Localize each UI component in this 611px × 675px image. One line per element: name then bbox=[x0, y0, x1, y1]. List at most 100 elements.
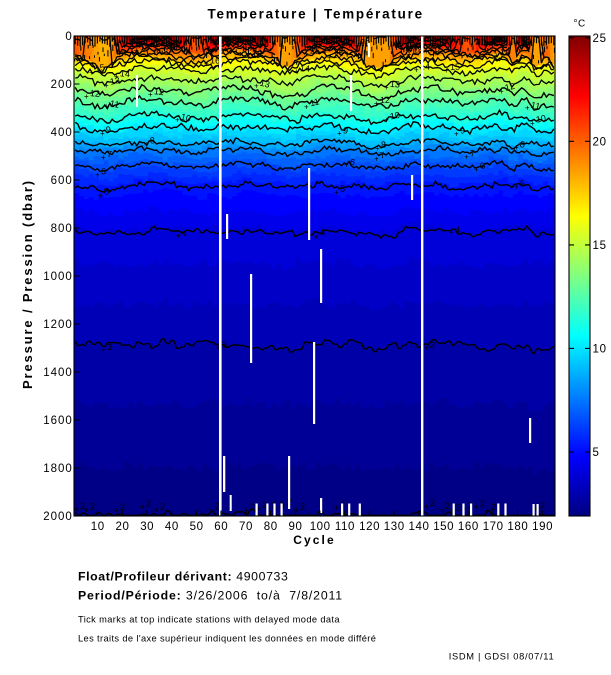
svg-text:8: 8 bbox=[519, 139, 526, 150]
svg-text:+: + bbox=[439, 505, 444, 514]
svg-text:120: 120 bbox=[359, 521, 380, 533]
svg-text:22: 22 bbox=[154, 36, 165, 47]
svg-text:4: 4 bbox=[181, 227, 188, 238]
svg-text:15: 15 bbox=[94, 62, 106, 74]
svg-text:14: 14 bbox=[420, 61, 430, 71]
svg-text:3: 3 bbox=[106, 342, 112, 353]
svg-text:5: 5 bbox=[340, 184, 345, 194]
svg-text:100: 100 bbox=[310, 521, 331, 533]
svg-text:5: 5 bbox=[593, 447, 600, 459]
svg-text:+: + bbox=[114, 506, 119, 515]
svg-text:+: + bbox=[454, 130, 459, 139]
svg-text:+: + bbox=[337, 129, 342, 138]
svg-text:11: 11 bbox=[309, 96, 320, 108]
svg-text:2: 2 bbox=[250, 502, 255, 512]
svg-text:+: + bbox=[334, 188, 339, 197]
svg-text:10: 10 bbox=[593, 344, 607, 356]
svg-text:13: 13 bbox=[390, 79, 401, 90]
svg-text:2: 2 bbox=[120, 502, 125, 512]
svg-text:+: + bbox=[374, 99, 379, 108]
svg-text:7: 7 bbox=[379, 150, 386, 161]
svg-text:13: 13 bbox=[259, 78, 271, 90]
svg-text:+: + bbox=[514, 183, 519, 192]
svg-text:+: + bbox=[424, 502, 429, 511]
svg-text:9: 9 bbox=[342, 125, 348, 136]
svg-text:50: 50 bbox=[190, 521, 204, 533]
svg-text:+: + bbox=[216, 344, 221, 353]
svg-text:20: 20 bbox=[593, 137, 607, 149]
svg-text:15: 15 bbox=[450, 62, 460, 72]
svg-text:110: 110 bbox=[335, 521, 355, 533]
svg-text:+: + bbox=[144, 140, 149, 149]
svg-text:10: 10 bbox=[535, 113, 547, 125]
svg-text:+: + bbox=[95, 170, 100, 179]
svg-text:+: + bbox=[474, 166, 479, 175]
svg-text:90: 90 bbox=[289, 521, 303, 533]
svg-text:800: 800 bbox=[51, 223, 73, 235]
svg-text:+: + bbox=[140, 503, 145, 512]
svg-text:Float/Profileur dérivant: 4900: Float/Profileur dérivant: 4900733 bbox=[78, 569, 288, 583]
svg-text:+: + bbox=[98, 191, 103, 200]
svg-text:1600: 1600 bbox=[43, 415, 73, 427]
svg-text:2: 2 bbox=[90, 502, 95, 512]
svg-text:200: 200 bbox=[51, 79, 73, 91]
svg-text:+: + bbox=[304, 50, 309, 59]
svg-text:11: 11 bbox=[109, 98, 120, 110]
svg-text:+: + bbox=[424, 344, 429, 353]
svg-text:60: 60 bbox=[214, 521, 228, 533]
svg-text:21: 21 bbox=[475, 37, 486, 48]
svg-text:40: 40 bbox=[165, 521, 179, 533]
svg-text:23: 23 bbox=[519, 34, 530, 45]
svg-text:+: + bbox=[162, 45, 167, 54]
svg-text:7: 7 bbox=[470, 148, 476, 158]
svg-text:2: 2 bbox=[262, 500, 267, 510]
svg-text:5: 5 bbox=[520, 179, 525, 189]
svg-text:2: 2 bbox=[80, 501, 85, 511]
svg-text:400: 400 bbox=[51, 127, 73, 139]
svg-text:18: 18 bbox=[500, 47, 511, 58]
svg-text:4: 4 bbox=[319, 227, 326, 238]
svg-text:20: 20 bbox=[359, 37, 370, 48]
svg-text:+: + bbox=[281, 501, 286, 510]
svg-text:Period/Période: 3/26/2006 to/: Period/Période: 3/26/2006 to/à 7/8/2011 bbox=[78, 589, 343, 603]
svg-text:+: + bbox=[84, 506, 89, 515]
svg-text:+: + bbox=[154, 506, 159, 515]
svg-text:2: 2 bbox=[146, 499, 151, 509]
svg-text:+: + bbox=[514, 40, 519, 49]
svg-text:+: + bbox=[354, 41, 359, 50]
svg-text:8: 8 bbox=[381, 140, 387, 150]
svg-text:70: 70 bbox=[239, 521, 253, 533]
svg-text:+: + bbox=[469, 41, 474, 50]
svg-text:°C: °C bbox=[574, 19, 586, 30]
svg-text:+: + bbox=[256, 504, 261, 513]
svg-text:80: 80 bbox=[264, 521, 278, 533]
svg-text:+: + bbox=[114, 72, 119, 81]
svg-text:+: + bbox=[314, 232, 319, 241]
svg-text:2: 2 bbox=[215, 502, 220, 512]
svg-text:18: 18 bbox=[251, 48, 262, 59]
svg-text:20: 20 bbox=[429, 43, 440, 54]
svg-text:+: + bbox=[530, 119, 535, 128]
svg-text:20: 20 bbox=[167, 41, 179, 53]
svg-text:14: 14 bbox=[119, 68, 130, 79]
svg-text:3: 3 bbox=[221, 339, 228, 350]
svg-text:2: 2 bbox=[160, 502, 165, 512]
svg-text:12: 12 bbox=[153, 86, 164, 97]
svg-text:+: + bbox=[294, 67, 299, 76]
svg-text:+: + bbox=[89, 68, 94, 77]
svg-text:+: + bbox=[246, 52, 251, 61]
svg-text:+: + bbox=[100, 129, 105, 138]
svg-text:3: 3 bbox=[429, 340, 436, 351]
svg-text:Cycle: Cycle bbox=[293, 533, 336, 547]
svg-text:2000: 2000 bbox=[43, 511, 73, 523]
svg-text:+: + bbox=[375, 144, 380, 153]
svg-text:6: 6 bbox=[101, 166, 106, 176]
svg-text:15: 15 bbox=[593, 240, 607, 252]
svg-text:2: 2 bbox=[300, 501, 305, 511]
svg-text:+: + bbox=[148, 90, 153, 99]
svg-text:+: + bbox=[424, 47, 429, 56]
svg-text:Les traits de l'axe supérieur: Les traits de l'axe supérieur indiquent … bbox=[78, 634, 376, 644]
svg-text:2: 2 bbox=[540, 501, 545, 511]
svg-text:+: + bbox=[444, 66, 449, 75]
svg-text:+: + bbox=[244, 506, 249, 515]
